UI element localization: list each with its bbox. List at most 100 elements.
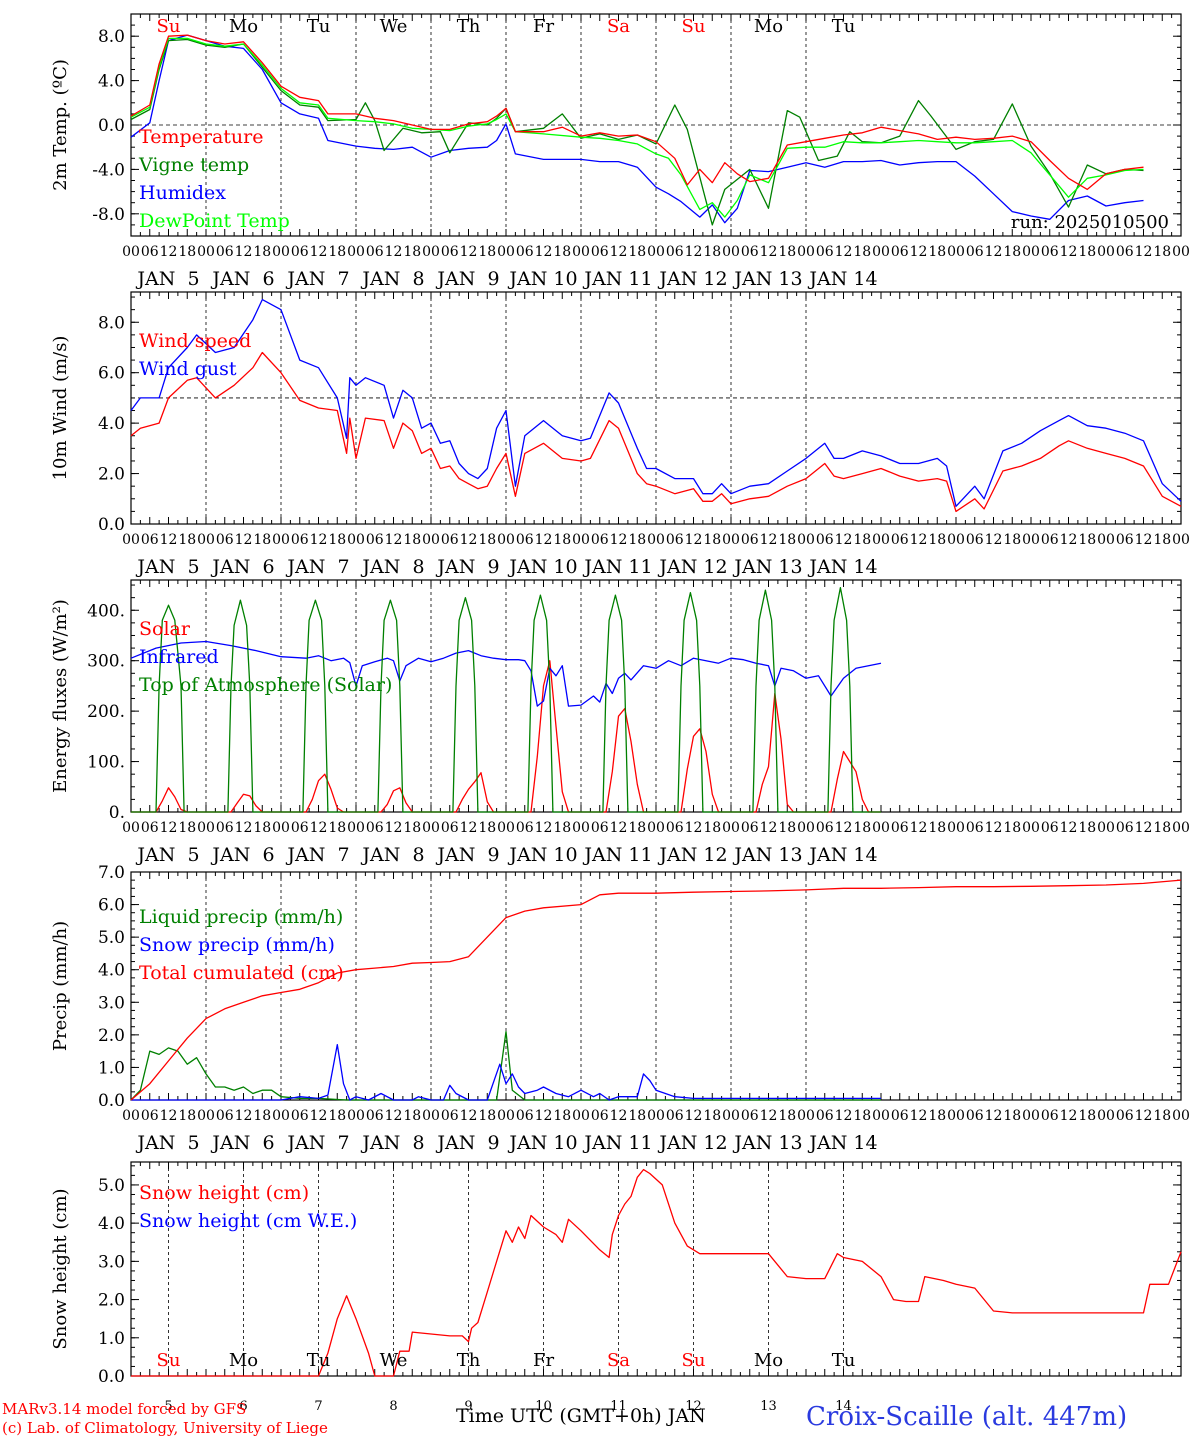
legend-entry: Humidex <box>139 182 226 204</box>
date-label: JAN 5 <box>135 268 199 290</box>
x-tick-label: 00 <box>422 532 440 548</box>
x-tick-label: 12 <box>310 1108 328 1124</box>
y-axis-label: 2m Temp. (ºC) <box>50 59 71 191</box>
x-tick-label: 18 <box>1003 532 1021 548</box>
series-line <box>130 34 1144 224</box>
x-tick-label: 12 <box>610 820 628 836</box>
x-tick-label: 06 <box>741 1108 759 1124</box>
y-tick-label: 4.0 <box>98 1214 125 1234</box>
legend-entry: Total cumulated (cm) <box>139 962 344 984</box>
y-tick-label: 100. <box>87 753 125 773</box>
legend-entry: Solar <box>139 618 191 640</box>
x-tick-label: 18 <box>178 820 196 836</box>
weekday-label: Tu <box>832 1350 856 1371</box>
x-tick-label: 12 <box>385 1108 403 1124</box>
x-tick-label: 18 <box>478 1108 496 1124</box>
x-tick-label: 00 <box>722 820 740 836</box>
x-tick-label: 18 <box>928 532 946 548</box>
weekday-label: Fr <box>533 1350 554 1371</box>
x-tick-label: 06 <box>1041 244 1059 260</box>
x-tick-label: 18 <box>253 244 271 260</box>
x-tick-label: 12 <box>385 244 403 260</box>
date-label: JAN 7 <box>285 268 349 290</box>
x-tick-label: 06 <box>966 532 984 548</box>
x-tick-label: 18 <box>403 244 421 260</box>
x-tick-label: 12 <box>910 244 928 260</box>
legend-entry: Temperature <box>139 126 263 148</box>
series-line <box>130 34 1144 191</box>
day-of-month-label: 5 <box>164 1399 172 1414</box>
y-tick-label: 4.0 <box>98 961 125 981</box>
x-tick-label: 06 <box>366 820 384 836</box>
weekday-label: Su <box>682 16 706 37</box>
x-tick-label: 12 <box>535 532 553 548</box>
x-tick-label: 12 <box>760 244 778 260</box>
x-tick-label: 18 <box>478 244 496 260</box>
x-tick-label: 06 <box>366 1108 384 1124</box>
x-tick-label: 12 <box>1135 1108 1153 1124</box>
x-tick-label: 12 <box>910 1108 928 1124</box>
series-line <box>130 640 882 707</box>
x-tick-label: 00 <box>647 1108 665 1124</box>
x-tick-label: 06 <box>891 532 909 548</box>
x-tick-label: 00 <box>1172 244 1190 260</box>
x-tick-label: 12 <box>385 820 403 836</box>
x-tick-label: 06 <box>966 820 984 836</box>
series-line <box>130 351 1182 513</box>
y-tick-label: 5.0 <box>98 928 125 948</box>
x-tick-label: 12 <box>760 820 778 836</box>
date-label: JAN 6 <box>210 268 274 290</box>
x-tick-label: 12 <box>685 820 703 836</box>
x-tick-label: 12 <box>1135 244 1153 260</box>
x-tick-label: 00 <box>947 532 965 548</box>
x-tick-label: 00 <box>1022 244 1040 260</box>
weekday-label: Tu <box>832 16 856 37</box>
x-tick-label: 18 <box>703 820 721 836</box>
x-tick-label: 06 <box>516 1108 534 1124</box>
legend-entry: Wind speed <box>139 330 251 352</box>
x-tick-label: 00 <box>1022 1108 1040 1124</box>
x-tick-label: 18 <box>1153 532 1171 548</box>
weekday-label: We <box>380 1350 408 1371</box>
x-tick-label: 12 <box>1060 244 1078 260</box>
legend-entry: Infrared <box>139 646 219 668</box>
x-tick-label: 00 <box>197 244 215 260</box>
x-tick-label: 12 <box>760 532 778 548</box>
x-tick-label: 06 <box>441 244 459 260</box>
legend-entry: Snow precip (mm/h) <box>139 934 335 956</box>
x-tick-label: 18 <box>703 1108 721 1124</box>
x-tick-label: 12 <box>985 820 1003 836</box>
x-tick-label: 00 <box>422 244 440 260</box>
date-label: JAN 9 <box>435 556 499 578</box>
x-tick-label: 00 <box>722 244 740 260</box>
x-tick-label: 06 <box>291 1108 309 1124</box>
series-line <box>131 1168 1182 1377</box>
x-tick-label: 12 <box>460 1108 478 1124</box>
y-tick-label: 1.0 <box>98 1329 125 1349</box>
x-tick-label: 06 <box>516 244 534 260</box>
station-name: Croix-Scaille (alt. 447m) <box>806 1402 1128 1432</box>
x-tick-label: 00 <box>947 820 965 836</box>
x-tick-label: 12 <box>685 1108 703 1124</box>
y-tick-label: 200. <box>87 702 125 722</box>
x-tick-label: 12 <box>1135 820 1153 836</box>
x-tick-label: 00 <box>797 244 815 260</box>
y-tick-label: -4.0 <box>92 160 125 180</box>
x-tick-label: 00 <box>572 820 590 836</box>
x-tick-label: 18 <box>928 244 946 260</box>
day-of-month-label: 14 <box>835 1399 852 1414</box>
y-tick-label: -8.0 <box>92 205 125 225</box>
x-tick-label: 00 <box>722 532 740 548</box>
y-axis-label: 10m Wind (m/s) <box>50 336 71 481</box>
x-tick-label: 06 <box>891 820 909 836</box>
day-of-month-label: 13 <box>760 1399 777 1414</box>
x-tick-label: 12 <box>985 532 1003 548</box>
x-tick-label: 06 <box>816 244 834 260</box>
date-label: JAN 6 <box>210 556 274 578</box>
date-label: JAN 5 <box>135 844 199 866</box>
x-tick-label: 12 <box>310 244 328 260</box>
panel-snow: 5.0 4.0 3.0 2.0 1.0 0.0 Snow height (cm) Snow h… <box>50 1161 1182 1414</box>
weekday-label: Sa <box>607 16 630 37</box>
y-tick-label: 5.0 <box>98 1176 125 1196</box>
